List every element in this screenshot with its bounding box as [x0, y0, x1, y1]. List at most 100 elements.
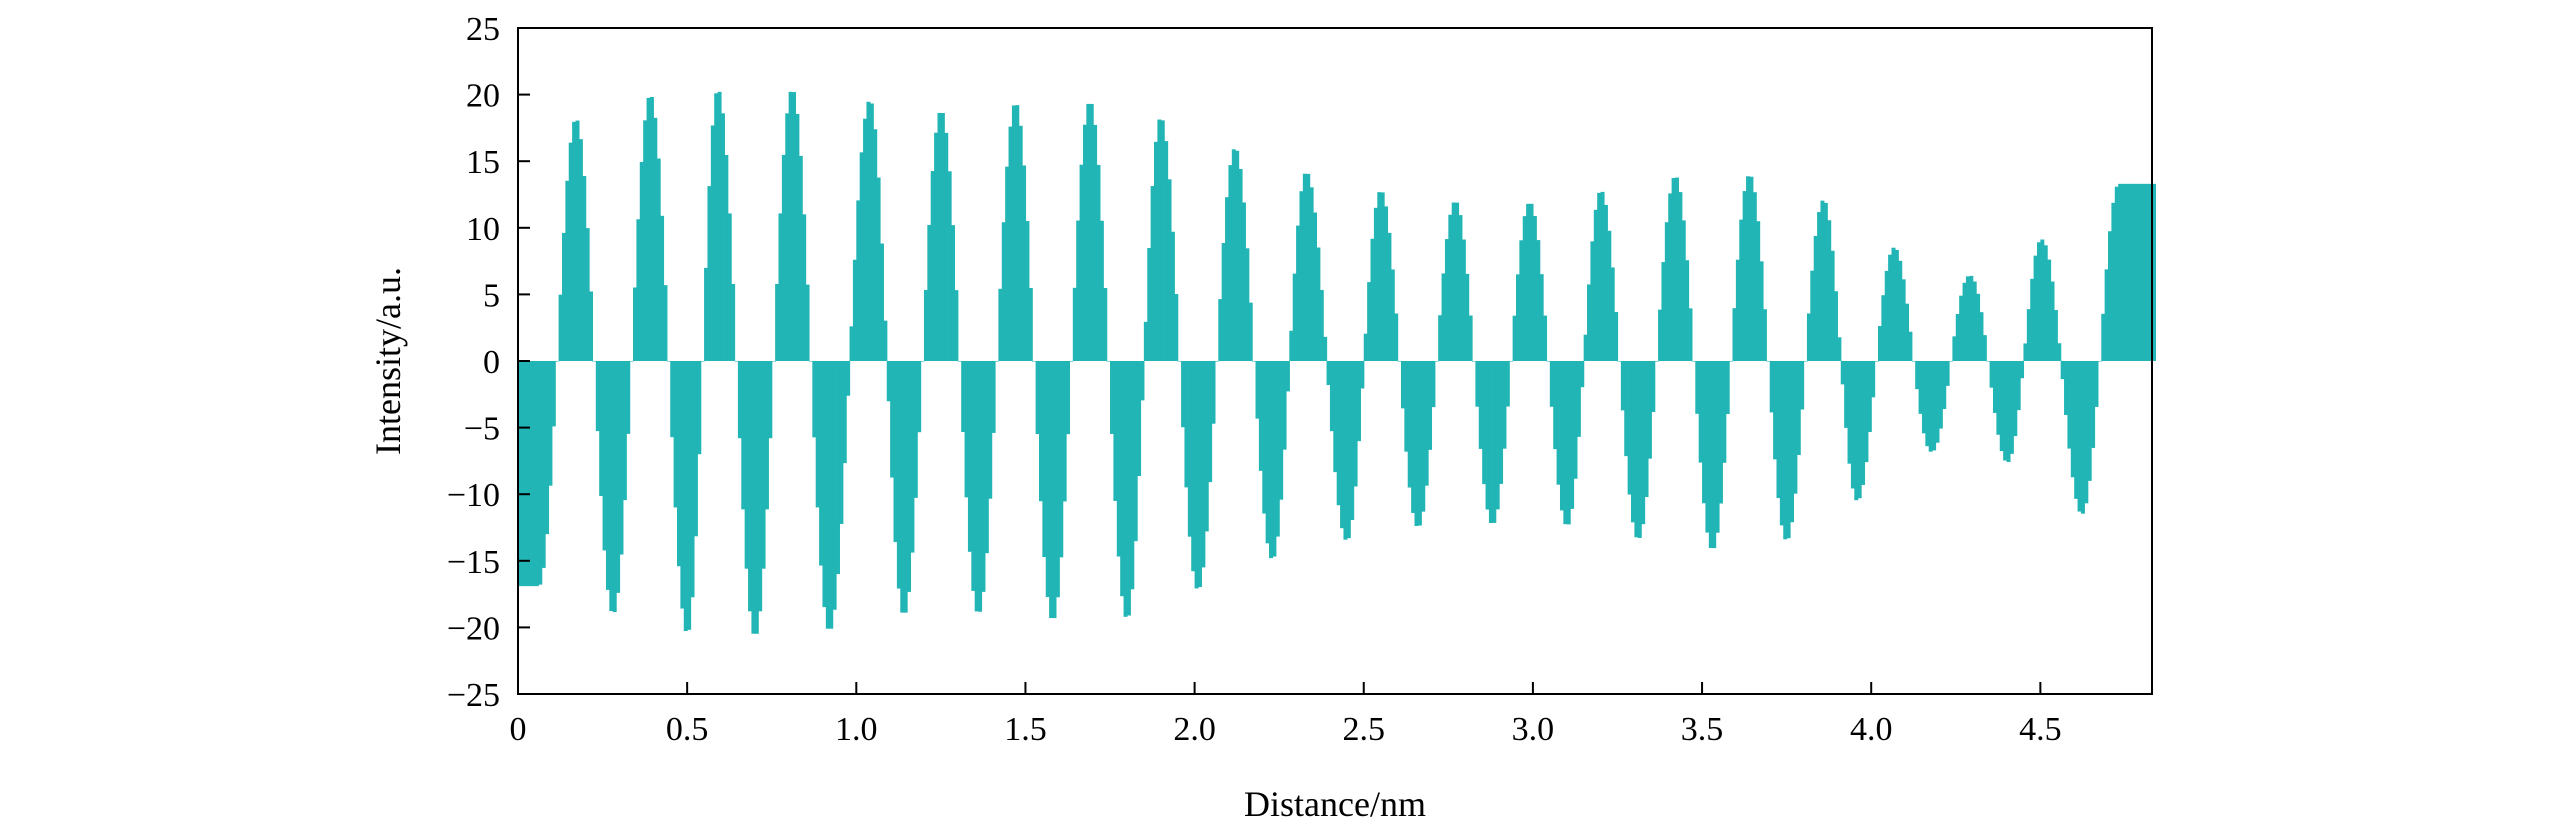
bar: [1055, 361, 1060, 598]
bar: [1197, 361, 1202, 588]
bar: [670, 361, 675, 438]
bar: [2074, 361, 2079, 499]
bar: [1472, 361, 1476, 362]
bar: [1211, 361, 1216, 424]
bar: [1323, 336, 1328, 361]
bar: [737, 361, 742, 439]
bar: [1252, 361, 1257, 362]
bar: [1587, 284, 1592, 361]
bar: [764, 361, 769, 510]
bar: [1746, 176, 1751, 361]
bar: [1160, 120, 1165, 361]
bar: [1546, 361, 1551, 362]
bar: [995, 361, 999, 362]
bar: [859, 152, 864, 361]
bar: [961, 361, 966, 432]
bar: [545, 361, 550, 535]
bar: [744, 361, 749, 569]
bar: [1624, 361, 1629, 457]
bar: [1032, 361, 1037, 362]
bar: [856, 200, 861, 361]
y-tick-label: −15: [447, 544, 500, 581]
bar: [829, 361, 834, 629]
bar: [1313, 212, 1317, 361]
bar: [1269, 361, 1274, 559]
bar: [1333, 361, 1338, 473]
bar: [1370, 238, 1375, 361]
bar: [1380, 192, 1385, 361]
bar: [609, 361, 614, 612]
bar: [788, 91, 793, 362]
bar: [886, 361, 891, 402]
bar: [1218, 299, 1223, 361]
bar: [1170, 231, 1175, 361]
bar: [944, 132, 949, 361]
bar: [1025, 221, 1030, 361]
bar: [1915, 361, 1920, 390]
bar: [1455, 202, 1460, 361]
bar: [1292, 273, 1297, 361]
bar: [1008, 126, 1013, 361]
x-tick-label: 3.5: [1681, 711, 1724, 748]
bar: [2036, 242, 2041, 361]
bar: [558, 294, 563, 361]
bar: [2023, 343, 2028, 361]
y-tick-label: −25: [447, 677, 500, 714]
bar: [548, 361, 553, 486]
bar: [1157, 119, 1162, 362]
bar: [1803, 361, 1808, 362]
bar: [768, 361, 773, 439]
bar: [1759, 261, 1764, 361]
bar: [849, 326, 854, 361]
bar: [947, 171, 952, 361]
bar: [927, 224, 932, 361]
bar: [1742, 191, 1747, 361]
bar: [1959, 295, 1964, 361]
bar: [1634, 361, 1639, 538]
bar: [1712, 361, 1717, 549]
bar: [1319, 289, 1324, 361]
bar: [1837, 337, 1842, 361]
bar: [1894, 249, 1899, 361]
bar: [863, 118, 868, 361]
bar: [1059, 361, 1064, 558]
bar: [1509, 361, 1514, 362]
bar: [1888, 254, 1893, 361]
x-tick-label: 0.5: [666, 711, 709, 748]
bar: [775, 283, 780, 361]
bar: [1722, 361, 1727, 463]
bar: [2013, 361, 2018, 437]
bar: [1505, 361, 1510, 407]
bar: [917, 361, 922, 433]
bar: [846, 361, 851, 396]
bar: [1201, 361, 1206, 568]
bar: [1194, 361, 1199, 589]
bar: [876, 177, 881, 361]
bar: [639, 161, 644, 361]
bar: [1651, 361, 1656, 413]
bar: [629, 361, 634, 362]
bar: [599, 361, 604, 496]
bar: [1827, 220, 1832, 361]
bar: [1857, 361, 1862, 499]
bar: [541, 361, 546, 568]
bar: [1732, 308, 1737, 361]
bar: [1451, 202, 1456, 361]
bar: [605, 361, 610, 590]
bar: [1042, 361, 1047, 558]
bar: [1766, 361, 1771, 362]
x-tick-label: 1.0: [835, 711, 878, 748]
bar: [1515, 274, 1520, 361]
bar: [663, 285, 668, 361]
bar: [1891, 247, 1896, 361]
bar: [1580, 361, 1585, 388]
bar: [1488, 361, 1493, 523]
bar: [1871, 361, 1876, 398]
bar: [1999, 361, 2004, 452]
bar: [1776, 361, 1781, 499]
bar: [1708, 361, 1713, 549]
bar: [1570, 361, 1575, 509]
bar: [792, 92, 797, 362]
bar: [2033, 255, 2038, 361]
